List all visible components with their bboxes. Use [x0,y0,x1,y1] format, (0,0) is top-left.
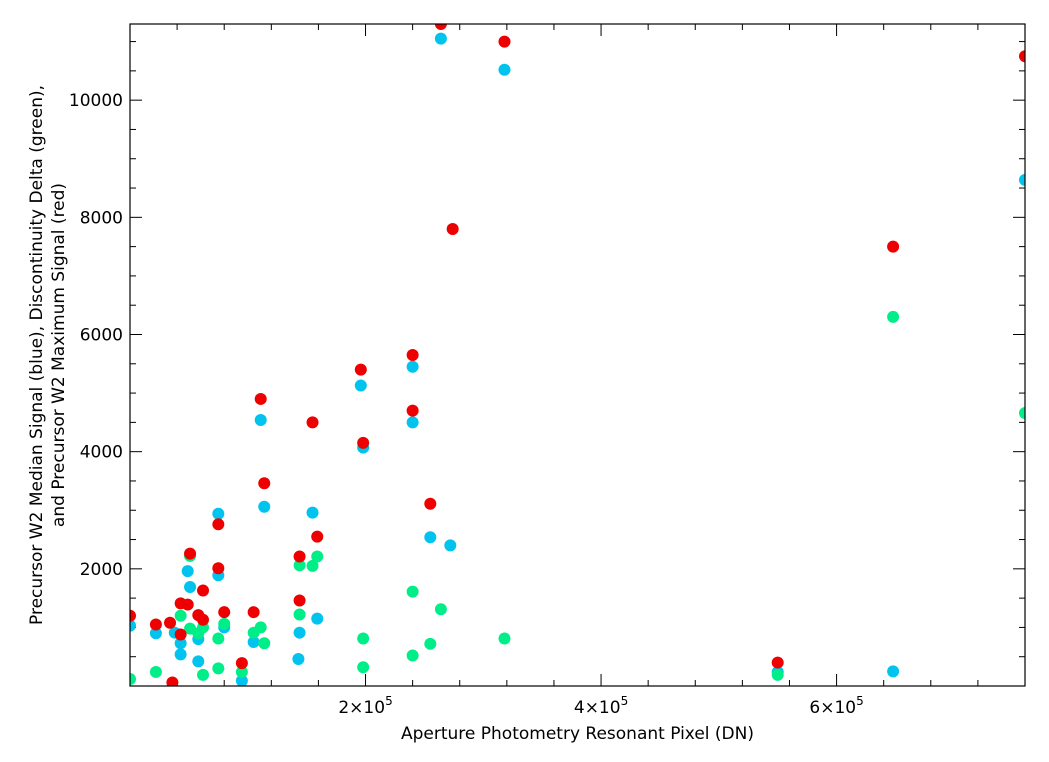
data-point-blue [1019,173,1025,186]
data-point-green [771,668,784,681]
data-point-blue [235,674,248,686]
data-point-green [130,672,136,685]
data-point-green [887,310,900,323]
tick-labels: 2000 4000 6000 8000 10000 2×105 4×105 6×105 [69,91,864,718]
data-point-blue [174,648,187,661]
data-point-blue [354,379,367,392]
data-point-red [130,609,136,622]
y-tick-label: 2000 [80,560,123,580]
data-point-red [149,618,162,631]
data-point-green [218,617,231,630]
data-point-blue [192,655,205,668]
x-tick-label: 2×105 [338,694,392,718]
data-point-red [1019,50,1025,63]
data-point-blue [406,360,419,373]
data-point-red [357,436,370,449]
data-point-blue [424,531,437,544]
data-point-red [174,628,187,641]
data-point-red [164,616,177,629]
data-point-red [258,477,271,490]
plot-frame [129,23,1026,687]
data-point-red [181,598,194,611]
data-point-red [771,656,784,669]
y-tick-label: 10000 [69,91,123,111]
data-point-blue [887,665,900,678]
data-point-green [293,608,306,621]
data-point-blue [434,32,447,45]
data-point-green [406,585,419,598]
data-point-red [306,416,319,429]
data-point-red [212,518,225,531]
data-point-green [357,632,370,645]
data-point-green [311,550,324,563]
data-point-blue [212,507,225,520]
data-point-green [498,632,511,645]
data-point-red [254,392,267,405]
data-point-green [306,559,319,572]
data-point-red [166,676,179,686]
data-point-blue [311,612,324,625]
data-point-blue [444,539,457,552]
x-axis-label: Aperture Photometry Resonant Pixel (DN) [401,724,754,744]
data-point-red [498,35,511,48]
axis-ticks [130,24,1025,686]
data-point-green [1019,407,1025,419]
data-point-green [258,637,271,650]
data-point-red [293,550,306,563]
data-point-red [197,584,210,597]
y-tick-label: 8000 [80,208,123,228]
data-point-red [218,606,231,619]
data-point-blue [258,500,271,513]
data-point-green [197,668,210,681]
data-point-red [235,657,248,670]
y-tick-label: 6000 [80,325,123,345]
y-axis-label-line-2: and Precursor W2 Maximum Signal (red) [49,183,69,527]
x-tick-label: 4×105 [574,694,628,718]
data-point-green [212,632,225,645]
data-point-blue [406,416,419,429]
data-point-red [406,404,419,417]
data-point-blue [174,637,187,650]
data-point-red [887,240,900,253]
data-point-blue [306,506,319,519]
data-point-green [424,637,437,650]
data-point-green [212,662,225,675]
data-point-red [311,530,324,543]
data-point-red [424,497,437,510]
y-axis-label-line-1: Precursor W2 Median Signal (blue), Disco… [27,85,47,625]
data-point-red [293,594,306,607]
data-point-blue [254,414,267,427]
data-point-blue [149,627,162,640]
data-point-blue [293,626,306,639]
data-point-green [406,649,419,662]
data-point-green [434,603,447,616]
x-tick-label: 6×105 [809,694,863,718]
data-point-red [197,613,210,626]
data-point-blue [247,636,260,649]
data-point-blue [498,63,511,76]
data-point-red [247,606,260,619]
data-point-green [293,559,306,572]
data-point-red [184,547,197,560]
data-point-green [235,665,248,678]
data-points [130,24,1025,686]
data-point-blue [181,565,194,578]
data-point-red [446,223,459,236]
y-tick-label: 4000 [80,443,123,463]
data-point-red [354,363,367,376]
data-point-green [357,661,370,674]
data-point-blue [292,653,305,666]
data-point-red [406,349,419,361]
data-point-red [434,24,447,30]
data-point-green [149,665,162,678]
data-point-green [174,609,187,622]
data-point-blue [130,619,136,632]
data-point-red [212,562,225,575]
data-point-green [254,621,267,634]
data-point-blue [184,580,197,593]
